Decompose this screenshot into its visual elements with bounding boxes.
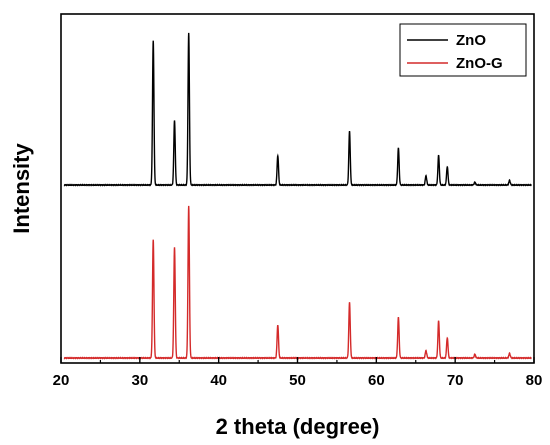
x-tick-label: 20 (53, 372, 70, 389)
x-tick-label: 50 (289, 372, 306, 389)
x-tick-label: 70 (447, 372, 464, 389)
series-line-zno (63, 32, 532, 187)
axes: 20 30 40 50 60 70 80 (53, 13, 543, 389)
legend-label: ZnO-G (456, 55, 503, 72)
legend: ZnO ZnO-G (399, 23, 527, 77)
x-tick-label: 40 (210, 372, 227, 389)
series-line-zno-g (63, 205, 532, 360)
x-axis-title: 2 theta (degree) (216, 414, 380, 439)
x-tick-label: 60 (368, 372, 385, 389)
plot-area (63, 32, 532, 360)
legend-box (399, 23, 527, 77)
x-tick-label: 30 (131, 372, 148, 389)
legend-label: ZnO (456, 32, 486, 49)
y-axis-title: Intensity (9, 143, 34, 234)
x-tick-label: 80 (526, 372, 543, 389)
